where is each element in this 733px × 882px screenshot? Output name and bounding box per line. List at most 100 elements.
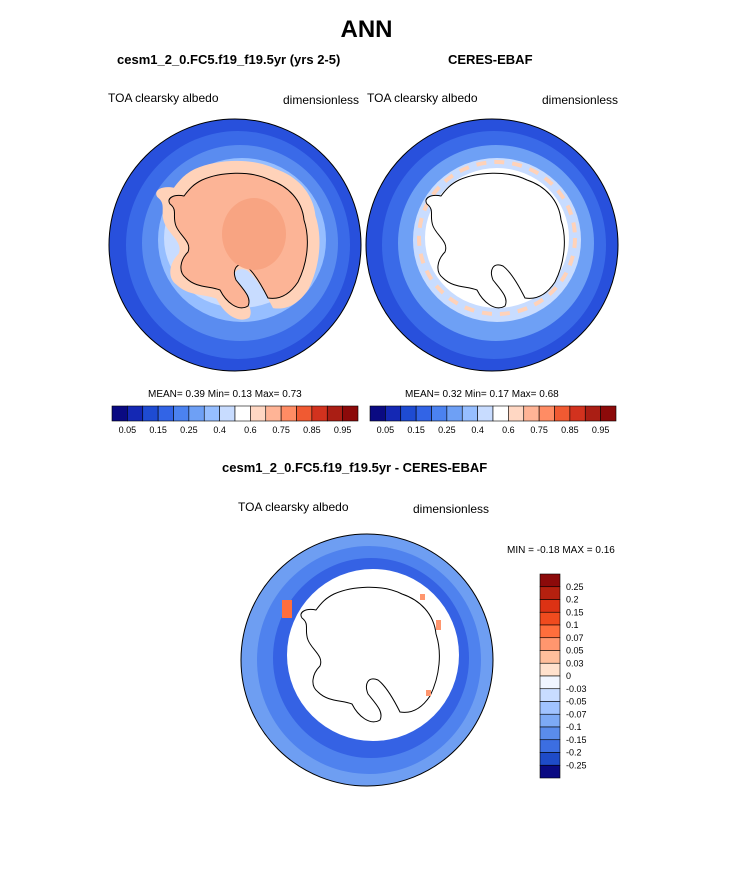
panel1-colorbar-swatch-4 [173, 405, 190, 422]
panel1-colorbar-swatch-12 [296, 405, 313, 422]
panel1-plateau [222, 198, 286, 270]
panel2-colorbar-swatch-0 [369, 405, 386, 422]
panel2-colorbar-tick-2: 0.25 [438, 425, 456, 435]
panel3-colorbar-swatch-8 [539, 675, 561, 690]
panel1-colorbar-swatch-3 [157, 405, 174, 422]
panel2-colorbar-swatch-4 [431, 405, 448, 422]
panel2-min-label: Min= [464, 389, 487, 400]
panel2-colorbar: 0.05 0.15 0.25 0.4 0.6 0.75 0.85 0.95 [369, 405, 617, 435]
panel1-colorbar-swatch-6 [203, 405, 220, 422]
panel2-coast-band [417, 160, 577, 316]
panel3-colorbar-tick-3: 0.1 [566, 620, 579, 630]
panel2-colorbar-tick-5: 0.75 [530, 425, 548, 435]
panel3-colorbar-tick-4: 0.07 [566, 633, 584, 643]
panel1-frame [108, 118, 362, 372]
panel2-max: 0.68 [539, 389, 559, 400]
panel1-colorbar-swatch-1 [127, 405, 144, 422]
panel3-colorbar-swatch-13 [539, 739, 561, 753]
panel2-colorbar-swatch-9 [508, 405, 525, 422]
panel2-colorbar-tick-4: 0.6 [502, 425, 515, 435]
panel2-frame [365, 118, 619, 372]
panel3-max: 0.16 [595, 545, 615, 556]
panel3-colorbar-swatch-11 [539, 713, 561, 728]
panel1-min: 0.13 [232, 389, 252, 400]
panel2-colorbar-tick-6: 0.85 [561, 425, 579, 435]
panel3-colorbar-swatch-4 [539, 624, 561, 639]
panel1-colorbar-swatch-8 [234, 405, 251, 422]
panel3-colorbar-swatch-2 [539, 599, 561, 613]
panel3-frame [240, 533, 494, 787]
panel2-colorbar-swatch-2 [400, 405, 417, 422]
panel1-mean-label: MEAN= [148, 389, 183, 400]
panel3-positive-spot-2 [436, 620, 441, 630]
panel2-colorbar-tick-3: 0.4 [471, 425, 484, 435]
panel1-min-label: Min= [207, 389, 230, 400]
panel1-units: dimensionless [283, 93, 360, 107]
panel3-colorbar-tick-9: -0.05 [566, 697, 587, 707]
panel3-colorbar-swatch-10 [539, 701, 561, 715]
panel3-colorbar-swatch-12 [539, 726, 561, 741]
panel3-colorbar-swatch-7 [539, 662, 561, 677]
panel3-colorbar-tick-7: 0 [566, 671, 571, 681]
panel3-colorbar-swatch-1 [539, 586, 561, 600]
panel3-min: -0.18 [536, 545, 560, 556]
panel1-colorbar-swatch-2 [142, 405, 159, 422]
panel1-colorbar-swatch-5 [188, 405, 205, 422]
panel1-colorbar-tick-6: 0.85 [303, 425, 321, 435]
panel2-colorbar-swatch-14 [584, 405, 601, 422]
panel2-colorbar-swatch-7 [477, 405, 494, 422]
panel1-max-label: Max= [254, 389, 280, 400]
panel2-stats: MEAN= 0.32 Min= 0.17 Max= 0.68 [405, 389, 559, 400]
panel2-colorbar-swatch-6 [461, 405, 478, 422]
panel2-colorbar-swatch-11 [538, 405, 555, 422]
panel3-colorbar-tick-2: 0.15 [566, 607, 584, 617]
panel2-colorbar-tick-7: 0.95 [592, 425, 610, 435]
panel3-colorbar-tick-12: -0.15 [566, 735, 587, 745]
panel3-stats: MIN = -0.18 MAX = 0.16 [507, 545, 615, 556]
panel3-colorbar-tick-6: 0.03 [566, 658, 584, 668]
panel1-colorbar-tick-0: 0.05 [119, 425, 137, 435]
panel3-min-label: MIN = [507, 545, 534, 556]
panel2-title: CERES-EBAF [448, 52, 533, 67]
panel3-positive-spot-3 [426, 690, 431, 696]
panel2-colorbar-swatch-8 [492, 405, 509, 422]
panel1-colorbar-swatch-10 [265, 405, 282, 422]
panel2-colorbar-swatch-10 [523, 405, 540, 422]
panel3-colorbar-swatch-15 [539, 764, 561, 779]
panel1-colorbar-tick-3: 0.4 [213, 425, 226, 435]
panel3-colorbar-tick-0: 0.25 [566, 582, 584, 592]
panel1-colorbar: 0.05 0.15 0.25 0.4 0.6 0.75 0.85 0.95 [111, 405, 359, 435]
panel3-map [240, 533, 494, 787]
panel1-colorbar-swatch-7 [219, 405, 236, 422]
panel2-map [365, 118, 619, 372]
panel3-positive-spot-1 [282, 600, 292, 618]
panel2-colorbar-tick-0: 0.05 [377, 425, 395, 435]
panel2-max-label: Max= [511, 389, 537, 400]
panel3-variable: TOA clearsky albedo [238, 500, 349, 514]
panel3-colorbar-swatch-14 [539, 752, 561, 766]
panel3-colorbar-tick-10: -0.07 [566, 709, 587, 719]
panel2-colorbar-tick-1: 0.15 [407, 425, 425, 435]
panel2-colorbar-swatch-3 [415, 405, 432, 422]
panel1-max: 0.73 [282, 389, 302, 400]
panel3-title: cesm1_2_0.FC5.f19_f19.5yr - CERES-EBAF [222, 460, 488, 475]
figure-title: ANN [340, 16, 393, 43]
panel1-mean: 0.39 [185, 389, 205, 400]
panel1-colorbar-swatch-11 [280, 405, 297, 422]
panel2-min: 0.17 [489, 389, 509, 400]
panel1-map [108, 118, 362, 372]
panel1-colorbar-tick-2: 0.25 [180, 425, 198, 435]
panel3-colorbar-tick-5: 0.05 [566, 646, 584, 656]
panel2-colorbar-swatch-5 [446, 405, 463, 422]
panel2-units: dimensionless [542, 93, 619, 107]
panel3-colorbar-tick-1: 0.2 [566, 595, 579, 605]
panel1-stats: MEAN= 0.39 Min= 0.13 Max= 0.73 [148, 389, 302, 400]
panel3-positive-spot-4 [420, 594, 425, 600]
panel1-colorbar-tick-1: 0.15 [149, 425, 167, 435]
panel3-colorbar-swatch-5 [539, 637, 561, 651]
panel1-colorbar-swatch-14 [326, 405, 343, 422]
panel1-variable: TOA clearsky albedo [108, 91, 219, 105]
panel3-units: dimensionless [413, 502, 490, 516]
panel2-mean-label: MEAN= [405, 389, 440, 400]
